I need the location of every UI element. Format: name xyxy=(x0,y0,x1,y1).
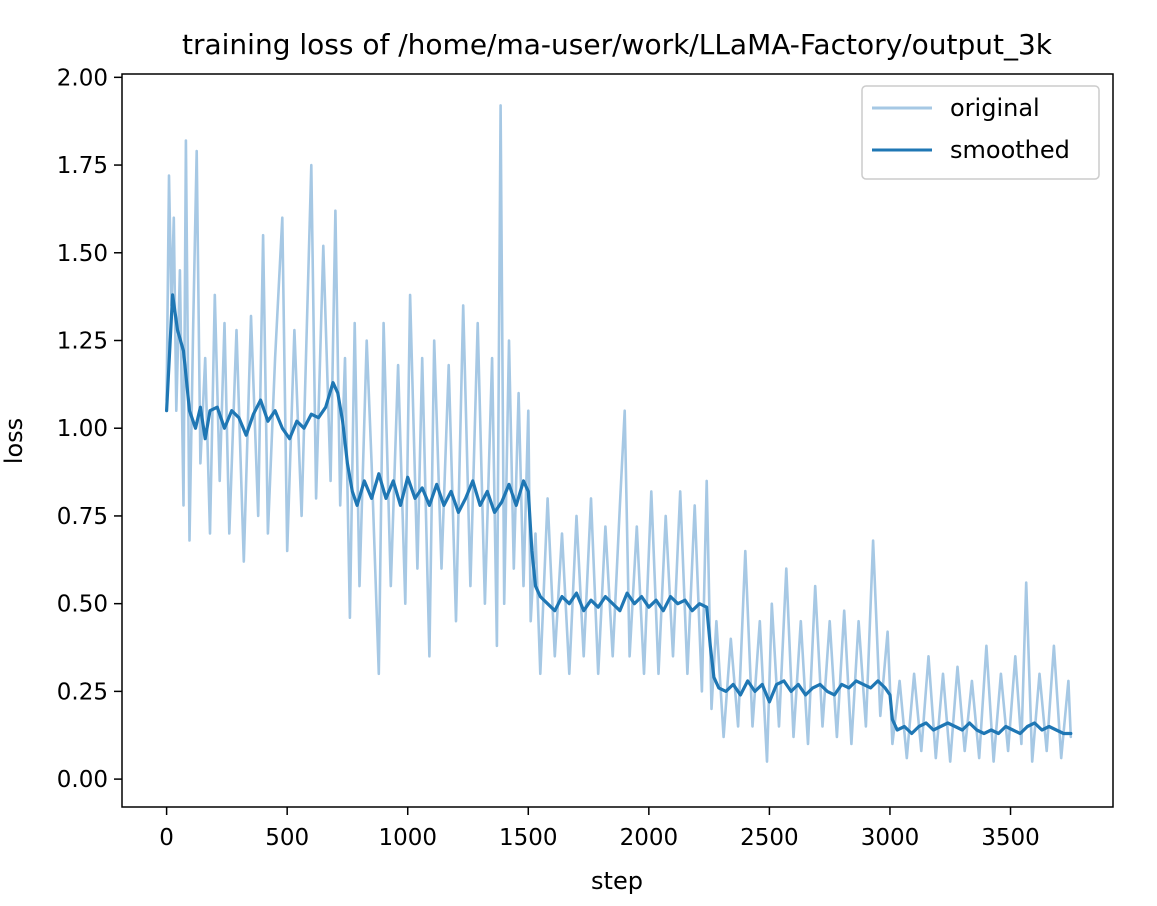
x-tick-label: 0 xyxy=(159,825,174,851)
y-tick-label: 2.00 xyxy=(57,65,108,91)
y-tick-label: 0.00 xyxy=(57,767,108,793)
series-smoothed-group xyxy=(165,293,1073,736)
x-axis-label: step xyxy=(591,867,643,895)
x-tick-label: 1000 xyxy=(378,825,437,851)
y-tick-label: 1.00 xyxy=(57,416,108,442)
y-tick-label: 1.50 xyxy=(57,241,108,267)
y-axis-label: loss xyxy=(0,418,28,464)
x-tick-label: 2500 xyxy=(740,825,799,851)
y-tick-label: 0.25 xyxy=(57,679,108,705)
plot-area xyxy=(165,104,1073,763)
legend: original smoothed xyxy=(861,85,1100,180)
x-tick-label: 2000 xyxy=(620,825,679,851)
series-original-group xyxy=(165,104,1073,763)
x-tick-label: 3500 xyxy=(981,825,1040,851)
y-axis: 0.00 0.25 0.50 0.75 1.00 1.25 1.50 1.75 2.00 xyxy=(57,65,122,793)
x-axis: 0 500 1000 1500 2000 2500 3000 3500 xyxy=(159,807,1040,851)
legend-label-original: original xyxy=(950,94,1040,122)
y-tick-label: 1.25 xyxy=(57,328,108,354)
axes-frame xyxy=(121,73,1114,808)
chart-title: training loss of /home/ma-user/work/LLaM… xyxy=(182,28,1053,61)
legend-label-smoothed: smoothed xyxy=(950,136,1070,164)
y-tick-label: 0.50 xyxy=(57,592,108,618)
series-line-smoothed xyxy=(165,293,1073,736)
series-line-original xyxy=(165,104,1073,763)
x-tick-label: 3000 xyxy=(861,825,920,851)
y-tick-label: 1.75 xyxy=(57,153,108,179)
x-tick-label: 500 xyxy=(265,825,309,851)
x-tick-label: 1500 xyxy=(499,825,558,851)
y-tick-label: 0.75 xyxy=(57,504,108,530)
